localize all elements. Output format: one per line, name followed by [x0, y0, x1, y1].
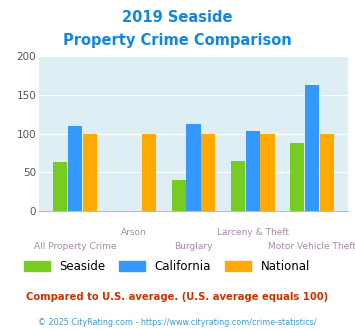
Bar [83, 134, 97, 211]
Bar [320, 134, 334, 211]
Bar [171, 180, 186, 211]
Bar [231, 161, 245, 211]
Text: © 2025 CityRating.com - https://www.cityrating.com/crime-statistics/: © 2025 CityRating.com - https://www.city… [38, 318, 317, 327]
Bar [186, 123, 201, 211]
Text: Larceny & Theft: Larceny & Theft [217, 228, 289, 237]
Bar [261, 134, 275, 211]
Text: Property Crime Comparison: Property Crime Comparison [63, 33, 292, 48]
Text: Motor Vehicle Theft: Motor Vehicle Theft [268, 242, 355, 251]
Bar [53, 162, 67, 211]
Bar [305, 85, 319, 211]
Bar [68, 126, 82, 211]
Bar [142, 134, 156, 211]
Text: Burglary: Burglary [174, 242, 213, 251]
Text: Arson: Arson [121, 228, 147, 237]
Bar [246, 131, 260, 211]
Legend: Seaside, California, National: Seaside, California, National [24, 260, 310, 273]
Text: All Property Crime: All Property Crime [34, 242, 116, 251]
Text: 2019 Seaside: 2019 Seaside [122, 10, 233, 25]
Bar [201, 134, 215, 211]
Text: Compared to U.S. average. (U.S. average equals 100): Compared to U.S. average. (U.S. average … [26, 292, 329, 302]
Bar [290, 143, 304, 211]
